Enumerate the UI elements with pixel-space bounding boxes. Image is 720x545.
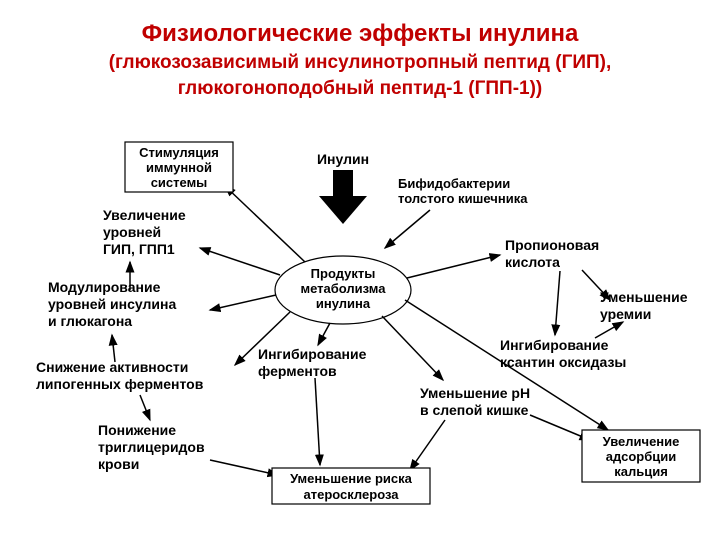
node-n3-l1: Модулирование	[48, 279, 161, 295]
edge-hub-n6	[318, 323, 330, 345]
edge-hub-n3	[210, 295, 276, 310]
node-n9-l2: кислота	[505, 254, 560, 270]
node-n6-l2: ферментов	[258, 363, 337, 379]
node-n5-l3: крови	[98, 456, 139, 472]
edge-n8-n12	[530, 415, 590, 440]
edge-n6-n7	[315, 378, 320, 465]
node-n1-l1: Стимуляция	[139, 145, 219, 160]
edge-hub-n1	[225, 186, 305, 262]
node-n7-l1: Уменьшение риска	[290, 471, 413, 486]
node-n3-l3: и глюкагона	[48, 313, 132, 329]
top-label: Инулин	[317, 151, 369, 167]
hub-l1: Продукты	[311, 266, 376, 281]
edge-n4-n5	[140, 395, 150, 420]
diagram-canvas: Инулин Бифидобактерии толстого кишечника…	[0, 140, 720, 540]
side-label-l1: Бифидобактерии	[398, 176, 510, 191]
edge-n9-n11	[555, 271, 560, 335]
side-label-l2: толстого кишечника	[398, 191, 528, 206]
node-n2-l1: Увеличение	[103, 207, 186, 223]
edge-hub-n9	[407, 255, 500, 278]
node-n12-l2: адсорбции	[606, 449, 676, 464]
edge-n5-n7	[210, 460, 278, 475]
node-n4-l2: липогенных ферментов	[36, 376, 204, 392]
node-n12-l3: кальция	[614, 464, 668, 479]
edge-hub-n8	[382, 316, 443, 380]
node-n10-l1: Уменьшение	[600, 289, 688, 305]
edge-side-hub	[385, 210, 430, 248]
node-n1-l3: системы	[151, 175, 208, 190]
down-arrow-icon	[319, 170, 367, 224]
title-line3: глюкогоноподобный пептид-1 (ГПП-1))	[0, 76, 720, 102]
edges	[112, 186, 623, 475]
node-n4-l1: Снижение активности	[36, 359, 188, 375]
node-n8-l2: в слепой кишке	[420, 402, 529, 418]
node-n11-l1: Ингибирование	[500, 337, 609, 353]
hub-l2: метаболизма	[301, 281, 387, 296]
edge-n4-n3	[112, 335, 115, 362]
node-n10-l2: уремии	[600, 306, 651, 322]
edge-n11-n10	[595, 322, 623, 338]
node-n11-l2: ксантин оксидазы	[500, 354, 626, 370]
node-n2-l2: уровней	[103, 224, 161, 240]
title-line2: (глюкозозависимый инсулинотропный пептид…	[0, 50, 720, 76]
page-title: Физиологические эффекты инулина (глюкозо…	[0, 0, 720, 102]
title-line1: Физиологические эффекты инулина	[0, 18, 720, 50]
node-n2-l3: ГИП, ГПП1	[103, 241, 175, 257]
edge-n8-n7	[410, 420, 445, 470]
node-n12-l1: Увеличение	[603, 434, 680, 449]
node-n5-l1: Понижение	[98, 422, 176, 438]
node-n9-l1: Пропионовая	[505, 237, 599, 253]
node-n3-l2: уровней инсулина	[48, 296, 176, 312]
node-n5-l2: триглицеридов	[98, 439, 205, 455]
hub-l3: инулина	[316, 296, 371, 311]
node-n1-l2: иммунной	[146, 160, 212, 175]
node-n7-l2: атеросклероза	[304, 487, 400, 502]
node-n8-l1: Уменьшение pH	[420, 385, 530, 401]
node-n6-l1: Ингибирование	[258, 346, 367, 362]
edge-hub-n2	[200, 248, 280, 275]
